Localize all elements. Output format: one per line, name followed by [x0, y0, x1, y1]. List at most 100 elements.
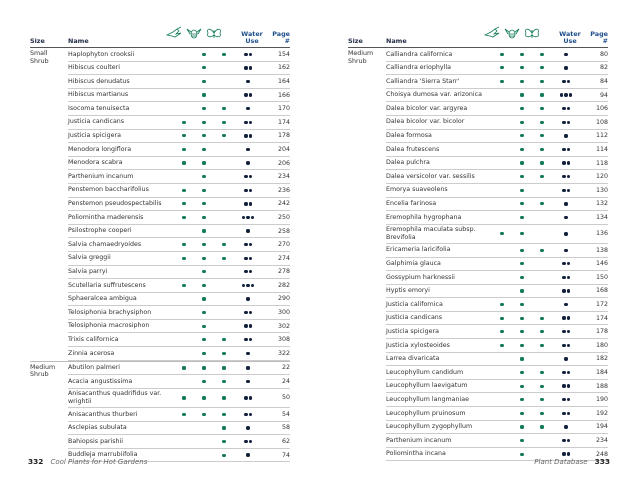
page-number: 146	[595, 260, 608, 268]
attract-cell	[512, 107, 532, 111]
plant-row: Dalea frutescens 114	[386, 143, 608, 157]
attract-dot	[202, 310, 206, 315]
attract-cell	[194, 379, 214, 384]
water-dot	[248, 120, 252, 124]
attract-dot	[520, 134, 524, 138]
water-dot	[562, 106, 566, 111]
attract-dot	[182, 243, 186, 247]
attract-cell	[194, 256, 214, 260]
attract-cell	[512, 175, 532, 179]
water-cell	[552, 202, 580, 206]
attract-cell	[194, 324, 214, 328]
plant-row: Hibiscus denudatus 164	[68, 75, 290, 89]
plant-name: Dalea frutescens	[386, 145, 440, 153]
water-dot	[248, 188, 252, 192]
attract-dot	[202, 147, 206, 152]
attract-dot	[182, 396, 186, 400]
attract-cell	[532, 66, 552, 70]
attract-dot	[182, 366, 186, 370]
attract-cell	[532, 316, 552, 320]
attract-cell	[532, 93, 552, 97]
plant-row: Haplophyton crooksii 154	[68, 48, 290, 62]
rows: Calliandra californica 80 Calliandra eriop…	[386, 48, 608, 462]
attract-cell	[512, 275, 532, 279]
page-number: 154	[277, 50, 290, 58]
attract-dot	[540, 161, 544, 165]
attract-cell	[194, 147, 214, 152]
water-dot	[566, 106, 570, 111]
size-group: Medium Shrub Abutilon palmeri 22 Acacia ang…	[30, 360, 290, 463]
plant-row: Dalea formosa 112	[386, 130, 608, 144]
water-cell	[234, 297, 262, 301]
page-number: 118	[595, 159, 608, 167]
attract-cell	[492, 302, 512, 307]
butterfly-icon	[207, 28, 221, 38]
attract-dot	[520, 289, 524, 293]
water-dot	[248, 93, 252, 97]
attract-cell	[214, 134, 234, 138]
plant-row: Poliomintha incana 248	[386, 448, 608, 462]
attract-dot	[182, 215, 186, 220]
plant-row: Zinnia acerosa 322	[68, 347, 290, 361]
plant-name: Menodora longiflora	[68, 145, 132, 153]
water-dot	[564, 93, 568, 97]
attract-cell	[214, 366, 234, 370]
attract-cell	[512, 411, 532, 415]
attract-cell	[194, 396, 214, 400]
attract-dot	[540, 411, 544, 415]
page-number: 270	[277, 241, 290, 249]
rows: Haplophyton crooksii 154 Hibiscus coulteri…	[68, 48, 290, 361]
plant-row: Asclepias subulata 58	[68, 422, 290, 436]
attract-dot	[520, 316, 524, 320]
water-dot	[564, 302, 568, 307]
water-dot	[244, 93, 248, 97]
water-dot	[246, 453, 250, 457]
water-dot	[246, 147, 250, 152]
attract-cell	[532, 425, 552, 429]
attract-cell	[194, 52, 214, 56]
attract-dot	[520, 107, 524, 111]
attract-dot	[500, 52, 504, 56]
plant-name: Emorya suaveolens	[386, 186, 448, 194]
attract-cell	[512, 147, 532, 152]
hummingbird-icon	[483, 26, 500, 38]
water-dot	[562, 120, 566, 124]
water-dot	[562, 384, 566, 388]
water-cell	[552, 398, 580, 402]
attract-dot	[500, 302, 504, 307]
water-cell	[552, 188, 580, 192]
plant-name: Anisacanthus thurberi	[68, 410, 138, 418]
attract-cell	[214, 52, 234, 56]
water-dot	[244, 188, 248, 192]
attract-cell	[194, 120, 214, 124]
plant-row: Trixis californica 308	[68, 333, 290, 348]
plant-name: Hibiscus martianus	[68, 91, 129, 99]
attract-cell	[532, 134, 552, 138]
attract-cell	[194, 202, 214, 206]
attract-cell	[512, 316, 532, 320]
plant-name: Salvia parryi	[68, 268, 108, 275]
attract-cell	[194, 161, 214, 165]
attract-dot	[500, 316, 504, 320]
water-cell	[552, 330, 580, 334]
plant-name: Buddleja marrubiifolia	[68, 451, 138, 459]
plant-row: Salvia greggii 274	[68, 252, 290, 266]
attract-dot	[520, 120, 524, 124]
plant-name: Galphimia glauca	[386, 260, 441, 267]
plant-name: Larrea divaricata	[386, 355, 440, 363]
attract-cell	[214, 379, 234, 384]
attract-dot	[202, 338, 206, 342]
page-footer: 332 Cool Plants for Hot Gardens	[28, 457, 147, 466]
attract-dot	[540, 120, 544, 124]
plant-name: Scutellaria suffrutescens	[68, 281, 146, 289]
water-cell	[552, 120, 580, 124]
page-number: 248	[595, 450, 608, 458]
plant-name: Calliandra eriophylla	[386, 64, 451, 72]
plant-row: Penstemon pseudospectabilis 242	[68, 198, 290, 212]
water-cell	[552, 275, 580, 280]
plant-row: Dalea bicolor var. argyrea 106	[386, 102, 608, 116]
size-header: Size	[348, 37, 363, 45]
water-dot	[248, 310, 252, 315]
page-number: 134	[595, 213, 608, 221]
attract-dot	[540, 398, 544, 402]
